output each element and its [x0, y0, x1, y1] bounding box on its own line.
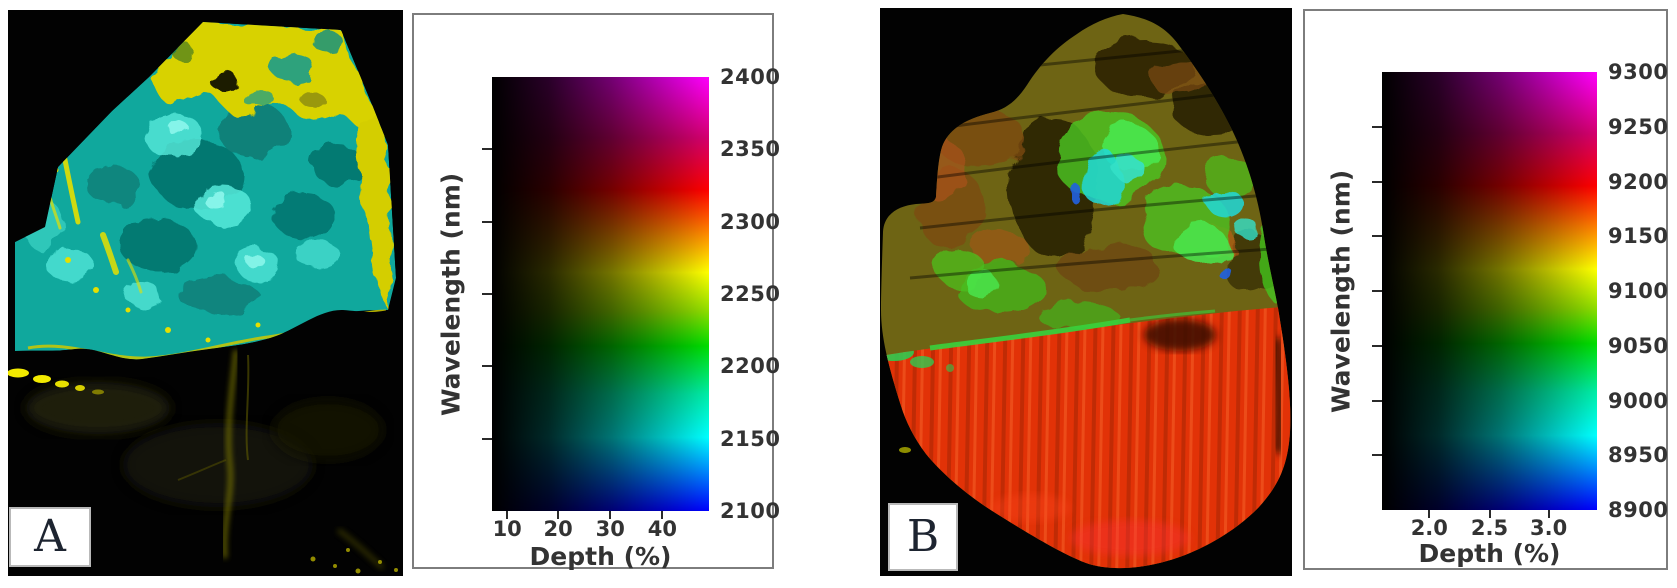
- colorbar-A-wavelength-ticks: 2400 2350 2300 2250 2200 2150 2100: [720, 65, 780, 523]
- tick-mark: [1372, 344, 1382, 347]
- yellow-top-region-A: [149, 22, 394, 308]
- tick-mark: [1372, 180, 1382, 183]
- depth-tick: 40: [647, 517, 677, 541]
- rock-map-A: [8, 10, 403, 576]
- colorbar-B-wavelength-ticks: 9300 9250 9200 9150 9100 9050 9000 8950 …: [1608, 60, 1669, 522]
- depth-tick: 10: [492, 517, 522, 541]
- colorbar-B-gradient: [1372, 72, 1597, 518]
- colorbar-A-ylabel: Wavelength (nm): [436, 172, 466, 416]
- wavelength-tick: 9100: [1608, 279, 1669, 303]
- colorbar-B-xlabel: Depth (%): [1418, 539, 1561, 568]
- wavelength-tick: 2400: [720, 65, 781, 89]
- wavelength-tick: 2200: [720, 354, 781, 379]
- tick-mark: [557, 511, 560, 519]
- panel-label-box-A: A: [9, 507, 91, 567]
- tick-mark: [1488, 510, 1491, 518]
- rock-map-B: [880, 8, 1292, 576]
- tick-mark: [1372, 454, 1382, 457]
- wavelength-tick: 8900: [1608, 498, 1669, 522]
- tick-mark: [482, 220, 492, 223]
- wavelength-tick: 8950: [1608, 443, 1669, 468]
- upper-banding-B: [909, 44, 1286, 280]
- tick-mark: [609, 511, 612, 519]
- panel-label-B: B: [906, 511, 940, 562]
- depth-tick: 2.0: [1410, 516, 1448, 540]
- wavelength-tick: 9150: [1608, 224, 1669, 249]
- colorbar-B-depth-ticks: 2.0 2.5 3.0: [1382, 516, 1597, 540]
- colorbar-B-ylabel: Wavelength (nm): [1326, 169, 1356, 413]
- wavelength-tick: 2100: [720, 499, 781, 523]
- tick-mark: [482, 437, 492, 440]
- panel-label-A: A: [34, 511, 66, 562]
- wavelength-tick: 9300: [1608, 60, 1669, 84]
- depth-tick: 3.0: [1530, 516, 1568, 540]
- tick-mark: [661, 511, 664, 519]
- rock-body-A: [15, 22, 396, 360]
- colorbar-A: Wavelength (nm) 2400 2350 2300 2250 2200…: [412, 13, 780, 571]
- wavelength-tick: 2350: [720, 137, 781, 162]
- colorbar-A-gradient: [482, 77, 709, 519]
- colorbar-A-depth-ticks: 10 20 30 40: [492, 517, 709, 541]
- tick-mark: [1372, 125, 1382, 128]
- tick-mark: [1372, 235, 1382, 238]
- tick-mark: [1372, 290, 1382, 292]
- wavelength-tick: 9000: [1608, 388, 1669, 413]
- tick-mark: [506, 511, 509, 519]
- wavelength-tick: 2250: [720, 282, 781, 306]
- below-rock-traces-A: [8, 349, 398, 574]
- tick-mark: [1372, 399, 1382, 402]
- colorbar-A-xlabel: Depth (%): [529, 542, 672, 571]
- depth-tick: 30: [595, 517, 625, 541]
- wavelength-tick: 9050: [1608, 333, 1669, 358]
- depth-tick: 2.5: [1470, 516, 1509, 540]
- colorbar-B: Wavelength (nm) 9300 9250 9200 9150 9100…: [1303, 9, 1668, 570]
- sample-image-B: B: [880, 8, 1292, 576]
- tick-mark: [482, 148, 492, 151]
- panel-label-box-B: B: [888, 503, 958, 571]
- tick-mark: [1428, 510, 1431, 518]
- wavelength-tick: 2150: [720, 426, 781, 451]
- tick-mark: [1547, 510, 1550, 518]
- sample-image-A: A: [8, 10, 403, 576]
- wavelength-tick: 9200: [1608, 169, 1669, 194]
- wavelength-tick: 2300: [720, 209, 781, 234]
- wavelength-tick: 9250: [1608, 114, 1669, 139]
- depth-tick: 20: [543, 517, 573, 541]
- tick-mark: [482, 293, 492, 295]
- tick-mark: [482, 365, 492, 368]
